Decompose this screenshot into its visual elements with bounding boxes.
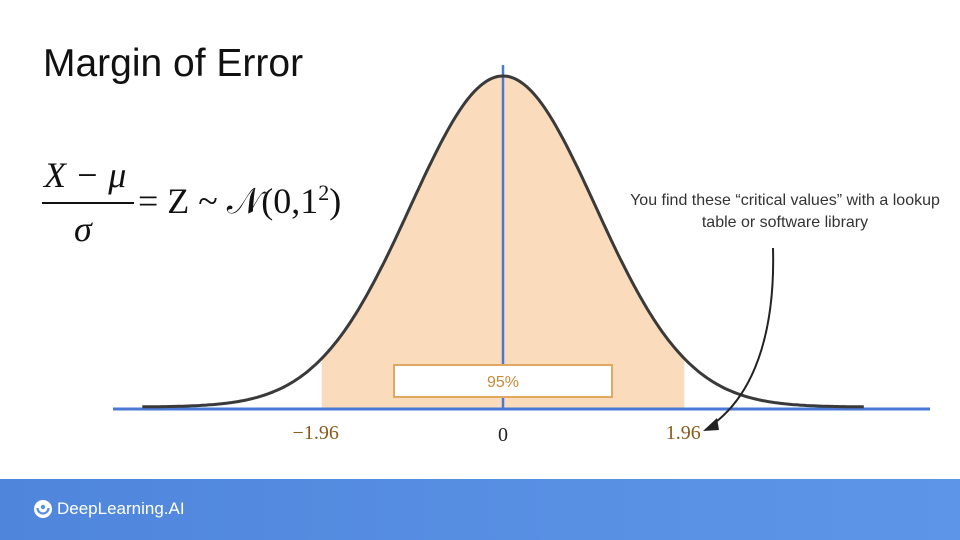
brand-logo: DeepLearning.AI (33, 499, 185, 519)
formula-denominator: σ (74, 209, 92, 249)
critical-values-annotation: You find these “critical values” with a … (630, 192, 940, 231)
tick-label-center: 0 (498, 424, 508, 446)
annotation-arrowhead (703, 418, 719, 431)
deeplearning-logo-icon (34, 500, 52, 518)
brand-name: DeepLearning.AI (57, 499, 185, 518)
formula-rhs-exponent: 2 (318, 180, 330, 205)
formula-rhs-close: ) (329, 181, 342, 221)
tick-label-left: −1.96 (293, 422, 339, 444)
tick-label-right: 1.96 (666, 422, 701, 444)
formula-rhs: = Z ~ 𝒩(0,12) (138, 180, 341, 223)
annotation-arrow (711, 247, 775, 426)
formula-rhs-main: = Z ~ 𝒩(0,1 (138, 181, 319, 221)
normal-distribution-chart: 95% −1.96 0 1.96 (113, 65, 930, 446)
normal-curve (142, 74, 864, 409)
footer-bar: DeepLearning.AI (0, 479, 960, 540)
percent-label-box (393, 364, 613, 398)
z-score-formula: X − μ σ = Z ~ 𝒩(0,12) (40, 150, 380, 250)
formula-numerator: X − μ (44, 155, 127, 195)
fraction-bar (42, 202, 134, 204)
slide-title: Margin of Error (43, 42, 304, 85)
percent-label: 95% (487, 374, 519, 391)
